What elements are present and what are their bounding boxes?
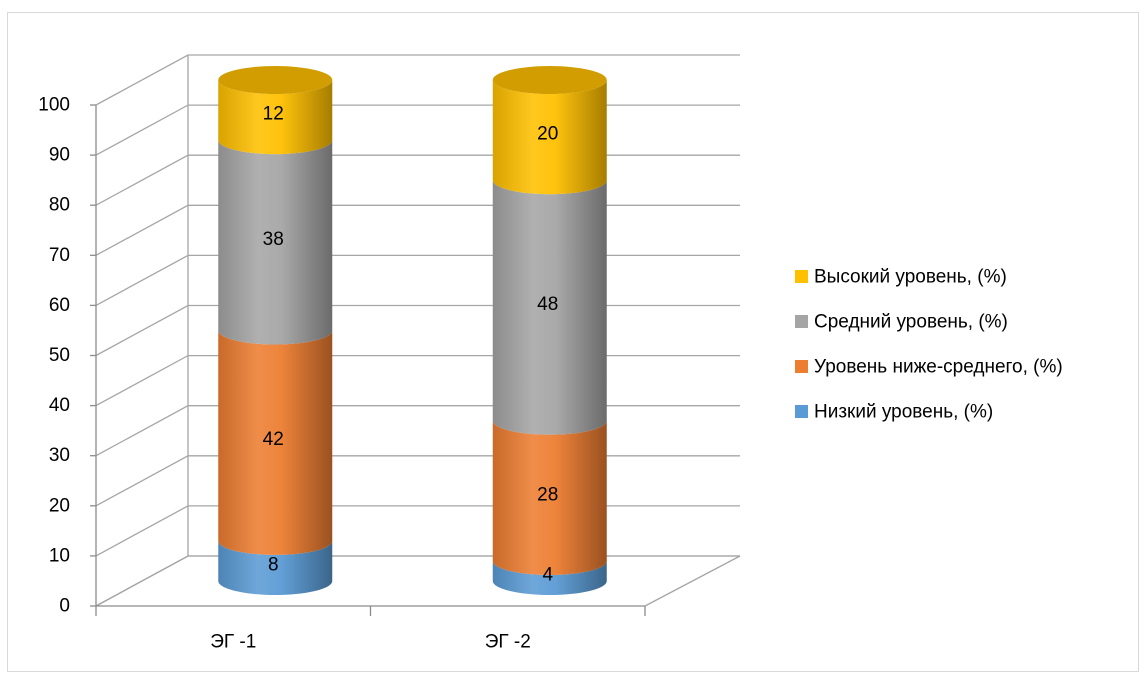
y-tick-label: 0 — [59, 596, 70, 617]
bars — [218, 66, 607, 595]
bar-segment — [218, 80, 333, 155]
y-tick-label: 80 — [49, 195, 70, 216]
bar-segment — [492, 560, 607, 595]
legend-label: Высокий уровень, (%) — [814, 267, 1007, 288]
y-tick-label: 60 — [49, 295, 70, 316]
gridline — [95, 154, 740, 206]
x-tick-label: ЭГ -1 — [210, 632, 256, 653]
data-label: 4 — [542, 564, 553, 585]
bar-segment — [492, 420, 607, 575]
gridline — [95, 54, 740, 106]
gridline — [95, 204, 740, 256]
gridline — [95, 354, 740, 407]
data-label: 42 — [263, 429, 284, 450]
bar-segment — [218, 330, 333, 555]
data-label: 8 — [268, 554, 279, 575]
bar-top-cap — [218, 66, 333, 94]
legend-label: Средний уровень, (%) — [814, 312, 1008, 333]
data-label: 48 — [537, 294, 558, 315]
gridline — [95, 304, 740, 357]
bar-segment — [218, 140, 333, 345]
data-label: 38 — [263, 229, 284, 250]
y-tick-label: 50 — [49, 345, 70, 366]
bar-segment — [492, 80, 607, 195]
y-axis-tick-labels: 0 10 20 30 40 50 60 70 80 90 100 — [38, 95, 70, 617]
legend: Высокий уровень, (%) Средний уровень, (%)… — [795, 267, 1063, 423]
axes — [90, 104, 646, 616]
gridline — [95, 555, 740, 607]
y-tick-label: 70 — [49, 245, 70, 266]
chart-walls — [95, 55, 741, 607]
x-tick-label: ЭГ -2 — [485, 632, 531, 653]
y-tick-label: 30 — [49, 445, 70, 466]
gridline — [95, 455, 740, 507]
gridline — [95, 505, 740, 557]
y-tick-label: 100 — [38, 95, 70, 116]
y-tick-label: 90 — [49, 145, 70, 166]
data-label: 20 — [537, 124, 558, 145]
y-tick-label: 40 — [49, 395, 70, 416]
bar-segment — [492, 180, 607, 435]
legend-label: Уровень ниже-среднего, (%) — [814, 357, 1063, 378]
legend-label: Низкий уровень, (%) — [814, 402, 993, 423]
data-label: 12 — [263, 104, 284, 125]
gridline — [95, 254, 740, 306]
legend-swatch — [795, 315, 808, 328]
data-label: 28 — [537, 484, 558, 505]
legend-swatch — [795, 270, 808, 283]
y-tick-label: 10 — [49, 545, 70, 566]
gridline — [95, 405, 740, 457]
gridline — [95, 104, 740, 156]
x-axis-tick-labels: ЭГ -1 ЭГ -2 — [210, 632, 531, 653]
gridlines — [95, 54, 740, 607]
bar-segment — [218, 540, 333, 595]
bar-top-cap — [492, 66, 607, 94]
legend-swatch — [795, 360, 808, 373]
floor-outline — [95, 555, 741, 607]
y-tick-label: 20 — [49, 495, 70, 516]
legend-swatch — [795, 405, 808, 418]
data-labels: 8 42 38 12 4 28 48 20 — [263, 104, 559, 586]
